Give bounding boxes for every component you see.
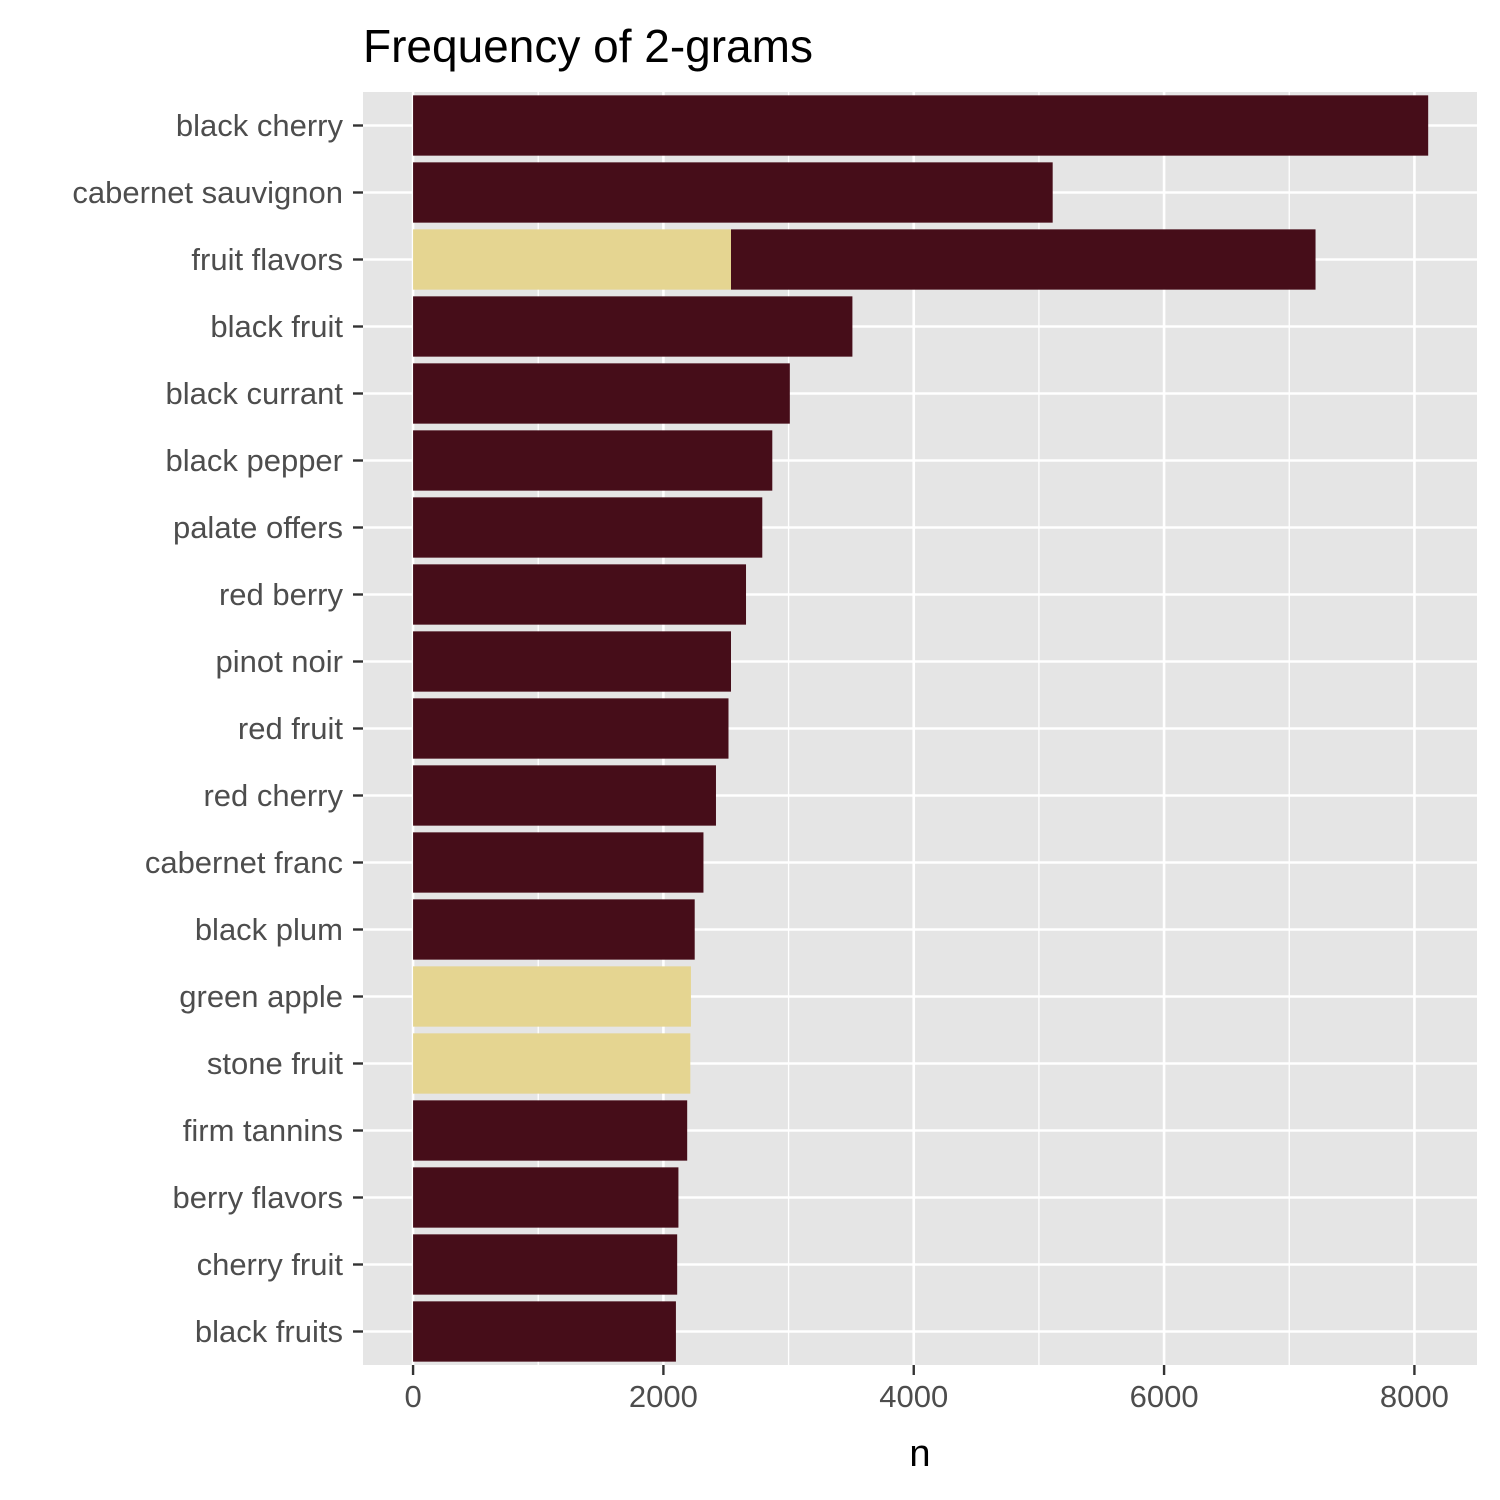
x-axis-title: n xyxy=(909,1433,930,1475)
x-tick-label: 0 xyxy=(404,1379,421,1414)
bar-segment xyxy=(413,698,729,759)
chart-title: Frequency of 2-grams xyxy=(363,20,813,72)
bar-segment xyxy=(413,162,1053,223)
y-tick-label: cabernet franc xyxy=(145,845,343,880)
bar-segment xyxy=(413,497,763,558)
axes: black cherry cabernet sauvignon fruit flav… xyxy=(72,108,1448,1414)
y-tick-label: red cherry xyxy=(203,778,343,813)
y-tick-label: black plum xyxy=(195,912,343,947)
y-tick-label: black fruits xyxy=(195,1314,343,1349)
y-tick-label: black cherry xyxy=(176,108,344,143)
bar-segment xyxy=(413,296,853,357)
bar-segment xyxy=(413,1100,688,1161)
bar-segment xyxy=(730,229,1316,290)
bar-segment xyxy=(413,832,704,893)
x-tick-label: 8000 xyxy=(1380,1379,1449,1414)
bar-segment xyxy=(413,966,691,1027)
bar-segment xyxy=(413,899,695,960)
bar-segment xyxy=(413,564,747,625)
y-tick-label: black fruit xyxy=(210,309,343,344)
bar-segment xyxy=(413,1234,678,1295)
bar-segment xyxy=(413,229,731,290)
y-tick-label: cherry fruit xyxy=(197,1247,344,1282)
bar-segment xyxy=(413,1033,691,1094)
y-tick-label: stone fruit xyxy=(207,1046,344,1081)
y-tick-label: berry flavors xyxy=(172,1180,343,1215)
y-tick-label: pinot noir xyxy=(215,644,343,679)
bar-segment xyxy=(413,1301,676,1362)
y-tick-label: palate offers xyxy=(173,510,343,545)
y-tick-label: green apple xyxy=(179,979,343,1014)
y-tick-label: black currant xyxy=(166,376,344,411)
bar-segment xyxy=(413,363,790,424)
bars xyxy=(413,95,1429,1362)
y-tick-label: fruit flavors xyxy=(191,242,343,277)
x-tick-label: 6000 xyxy=(1130,1379,1199,1414)
x-tick-label: 2000 xyxy=(629,1379,698,1414)
bar-segment xyxy=(413,765,716,826)
y-tick-label: red fruit xyxy=(238,711,343,746)
y-tick-label: cabernet sauvignon xyxy=(72,175,343,210)
y-tick-label: firm tannins xyxy=(183,1113,343,1148)
y-tick-label: red berry xyxy=(219,577,344,612)
x-tick-label: 4000 xyxy=(879,1379,948,1414)
bar-segment xyxy=(413,631,731,692)
bar-segment xyxy=(413,430,773,491)
bar-segment xyxy=(413,1167,679,1228)
bar-segment xyxy=(413,95,1429,156)
y-tick-label: black pepper xyxy=(165,443,343,478)
